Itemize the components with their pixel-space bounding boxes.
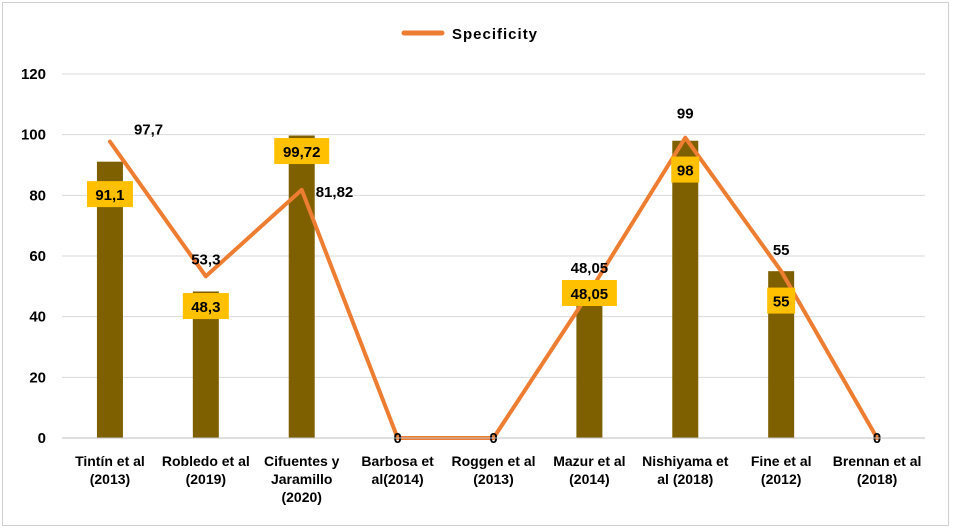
bar-label-bg bbox=[86, 181, 133, 208]
line-data-label: 97,7 bbox=[134, 122, 163, 139]
bar-label-bg bbox=[671, 156, 700, 183]
bar-label-bg bbox=[767, 287, 796, 314]
y-tick-label: 40 bbox=[29, 309, 46, 326]
bar-data-label: 99,72 bbox=[283, 144, 321, 161]
legend-label-specificity: Specificity bbox=[452, 26, 538, 43]
line-data-label: 99 bbox=[677, 106, 694, 123]
bar bbox=[672, 140, 699, 438]
bar-data-label: 48,3 bbox=[191, 299, 220, 316]
x-tick-label: Robledo et al (2019) bbox=[162, 453, 250, 487]
bar-data-label: 91,1 bbox=[95, 187, 124, 204]
gridlines bbox=[62, 73, 925, 378]
y-tick-label: 100 bbox=[21, 127, 46, 144]
specificity-line bbox=[107, 135, 880, 440]
line-data-label: 81,82 bbox=[316, 184, 354, 201]
line-data-label: 53,3 bbox=[191, 251, 220, 268]
y-tick-label: 80 bbox=[29, 187, 46, 204]
bar-data-label: 48,05 bbox=[571, 286, 609, 303]
x-tick-label: Roggen et al (2013) bbox=[451, 453, 535, 487]
bar-label-bg bbox=[561, 280, 617, 307]
bar-data-label: 98 bbox=[677, 163, 694, 180]
x-axis: Tintín et al (2013) Robledo et al (2019) Cif… bbox=[62, 437, 925, 505]
x-tick-label: Mazur et al (2014) bbox=[553, 453, 625, 487]
bar-label-bg bbox=[182, 293, 229, 320]
y-tick-label: 0 bbox=[38, 430, 46, 447]
y-tick-label: 60 bbox=[29, 248, 46, 265]
bar-data-label: 55 bbox=[773, 294, 790, 311]
bar bbox=[96, 161, 123, 438]
x-tick-label: Barbosa et al(2014) bbox=[361, 453, 434, 487]
y-tick-label: 20 bbox=[29, 369, 46, 386]
bar bbox=[288, 135, 315, 439]
y-axis: 0 20 40 60 80 100 120 bbox=[21, 66, 46, 447]
line-series bbox=[107, 135, 880, 440]
data-labels: 97,753,381,820 048,059955091,148,399,7248… bbox=[86, 106, 881, 447]
line-data-label: 48,05 bbox=[571, 260, 609, 277]
x-tick-label: Nishiyama et al (2018) bbox=[642, 453, 729, 487]
x-tick-label: Cifuentes y Jaramillo (2020) bbox=[264, 453, 340, 505]
bar-label-bg bbox=[274, 138, 330, 165]
x-tick-label: Fine et al (2012) bbox=[751, 453, 812, 487]
line-data-label: 55 bbox=[773, 242, 790, 259]
y-tick-label: 120 bbox=[21, 66, 46, 83]
legend: Specificity bbox=[401, 26, 538, 43]
x-tick-label: Brennan et al (2018) bbox=[833, 453, 922, 487]
x-tick-label: Tintín et al (2013) bbox=[75, 453, 145, 487]
bar bbox=[576, 292, 603, 438]
